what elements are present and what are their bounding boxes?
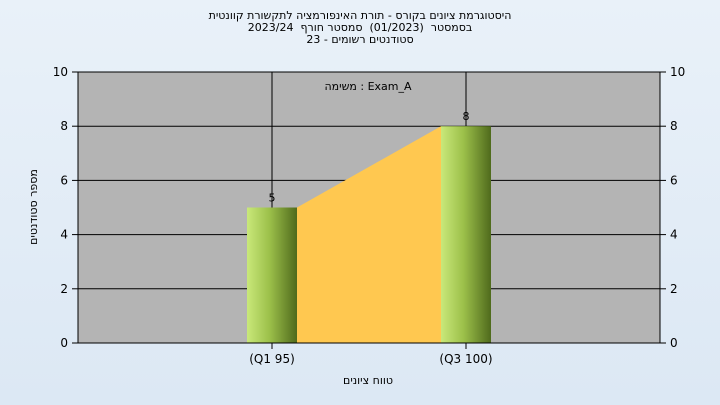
y-tick-label-left: 6: [60, 173, 68, 187]
chart-title-line-3: סטודנטים רשומים - 23: [306, 33, 414, 46]
y-tick-label-right: 6: [670, 173, 678, 187]
y-tick-label-left: 10: [53, 65, 68, 79]
y-tick-label-right: 10: [670, 65, 685, 79]
bar: [441, 126, 491, 343]
chart-title-line-1: היסטוגרמת ציונים בקורס - תורת האינפורמצי…: [208, 9, 512, 22]
bar: [247, 207, 297, 343]
area-fill: [297, 126, 441, 343]
y-tick-label-right: 2: [670, 282, 678, 296]
y-tick-label-right: 4: [670, 228, 678, 242]
y-tick-label-left: 0: [60, 336, 68, 350]
x-tick-label: (Q3 100): [439, 352, 492, 366]
x-tick-label: (Q1 95): [249, 352, 295, 366]
bar-value-label: 8: [463, 110, 470, 123]
y-tick-label-right: 0: [670, 336, 678, 350]
y-tick-label-left: 8: [60, 119, 68, 133]
y-axis-title: מספר סטודנטים: [27, 169, 40, 245]
x-axis-title: טווח ציונים: [343, 374, 393, 387]
chart-title-line-2: בסמסטר (01/2023) סמסטר חורף 2023/24: [247, 21, 473, 34]
y-tick-label-left: 4: [60, 228, 68, 242]
bar-value-label: 5: [269, 192, 276, 205]
chart-annotation: משימה : Exam_A: [324, 80, 412, 93]
y-tick-label-left: 2: [60, 282, 68, 296]
y-tick-label-right: 8: [670, 119, 678, 133]
